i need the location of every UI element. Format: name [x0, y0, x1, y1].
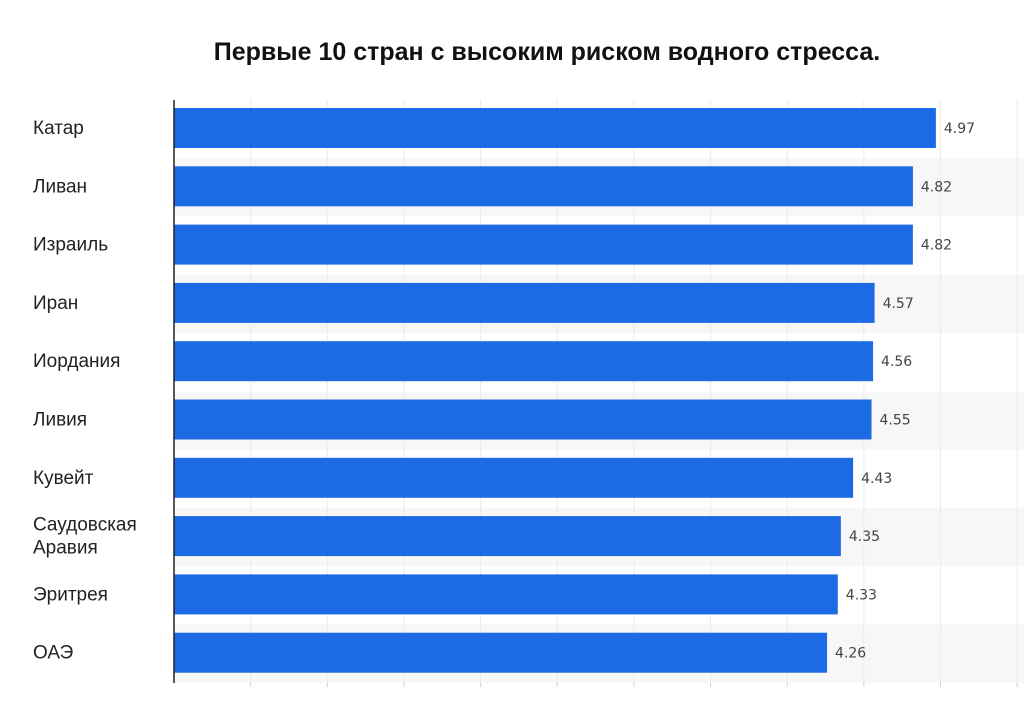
value-label: 4.97	[944, 121, 975, 137]
value-label: 4.43	[861, 471, 892, 487]
category-label: Катар	[33, 118, 84, 139]
value-label: 4.57	[883, 296, 914, 312]
bar	[174, 516, 841, 557]
bar	[174, 166, 913, 207]
category-label: ОАЭ	[33, 643, 73, 664]
value-label: 4.35	[849, 529, 880, 545]
value-label: 4.33	[846, 587, 877, 603]
category-label: Кувейт	[33, 468, 94, 489]
bar	[174, 632, 828, 673]
category-label: Эритрея	[33, 584, 108, 605]
category-label: Ливия	[33, 410, 87, 431]
category-label: Ливан	[33, 176, 87, 197]
value-label: 4.55	[880, 413, 911, 429]
bar	[174, 108, 936, 148]
chart-title: Первые 10 стран с высоким риском водного…	[213, 38, 881, 66]
category-label: Аравия	[33, 538, 98, 559]
value-label: 4.82	[921, 238, 952, 254]
bar	[174, 341, 874, 382]
value-label: 4.26	[835, 646, 866, 662]
bar	[174, 224, 913, 265]
bar	[174, 399, 872, 440]
category-label: Израиль	[33, 235, 108, 256]
value-label: 4.82	[921, 179, 952, 195]
bar	[174, 574, 838, 615]
category-label: Саудовская	[33, 515, 137, 536]
bar	[174, 282, 875, 323]
value-label: 4.56	[881, 354, 912, 370]
bar	[174, 457, 854, 498]
category-label: Иордания	[33, 351, 120, 372]
category-label: Иран	[33, 293, 78, 314]
